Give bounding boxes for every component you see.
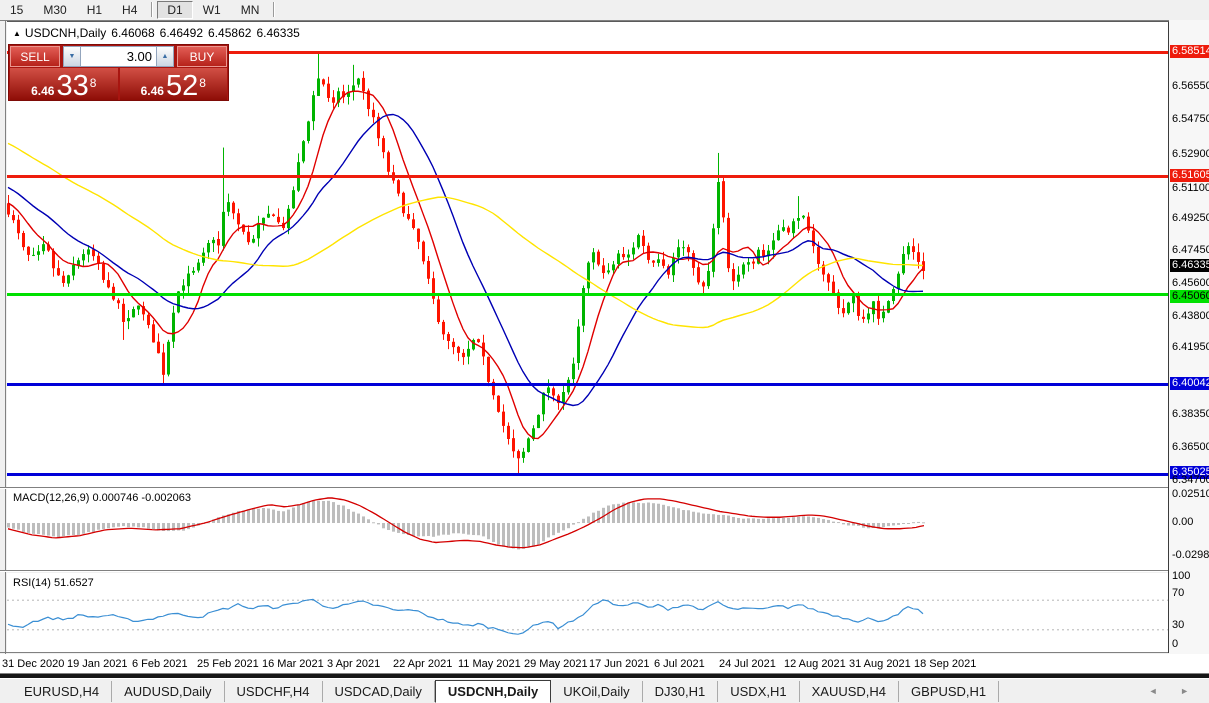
sell-price-base: 6.46 [31,84,55,98]
volume-increase-icon[interactable]: ▲ [156,46,174,67]
indicator-axis-label: -0.02988 [1172,549,1209,561]
date-axis-label: 19 Jan 2021 [67,658,128,670]
tf-button-mn[interactable]: MN [240,2,260,17]
date-axis-label: 11 May 2021 [458,658,521,670]
rsi-pane-splitter[interactable] [0,570,1209,572]
rsi-pane-bottom-border [0,652,1209,653]
macd-label: MACD(12,26,9) 0.000746 -0.002063 [13,492,191,504]
macd-canvas[interactable] [7,489,1169,570]
price-axis-label: 6.56550 [1172,80,1209,92]
date-axis-label: 25 Feb 2021 [197,658,259,670]
sell-price-point: 8 [89,76,97,90]
price-axis-label: 6.41950 [1172,341,1209,353]
tab-usdchf-h4[interactable]: USDCHF,H4 [225,680,323,702]
indicator-axis-label: 0.00 [1172,516,1194,528]
tab-xauusd-h4[interactable]: XAUUSD,H4 [800,680,900,702]
indicator-axis-label: 0.025108 [1172,488,1209,500]
macd-pane-splitter[interactable] [0,487,1209,489]
toolbar-separator [151,2,154,17]
sell-price-quote[interactable]: 6.46 33 8 [10,68,118,102]
tab-usdx-h1[interactable]: USDX,H1 [718,680,800,702]
sell-button[interactable]: SELL [10,46,60,67]
price-axis-label: 6.47450 [1172,244,1209,256]
one-click-trading-panel: SELL ▼ 3.00 ▲ BUY 6.46 33 8 6.46 52 8 [8,44,229,101]
chart-title: ▲ USDCNH,Daily 6.46068 6.46492 6.45862 6.4633… [13,26,305,40]
indicator-axis-label: 30 [1172,619,1185,631]
tab-gbpusd-h1[interactable]: GBPUSD,H1 [899,680,1000,702]
price-axis-label: 6.36500 [1172,441,1209,453]
price-axis-label: 6.54750 [1172,113,1209,125]
ohlc-high: 6.46492 [159,26,204,40]
price-axis: 6.58514 6.56550 6.54750 6.52900 6.51605 6.511… [1169,20,1209,675]
tab-dj30-h1[interactable]: DJ30,H1 [643,680,719,702]
date-axis-label: 24 Jul 2021 [719,658,776,670]
indicator-axis-label: 70 [1172,587,1185,599]
buy-price-base: 6.46 [140,84,164,98]
date-axis-label: 12 Aug 2021 [784,658,846,670]
date-axis-label: 16 Mar 2021 [262,658,324,670]
price-axis-label: 6.45060 [1170,290,1209,303]
indicator-axis-label: 0 [1172,638,1179,650]
date-axis: 31 Dec 2020 19 Jan 2021 6 Feb 2021 25 Feb 2… [0,654,1209,673]
window-border-top [0,20,1209,21]
price-pane-border [7,21,1169,22]
price-axis-label: 6.52900 [1172,148,1209,160]
tab-usdcad-daily[interactable]: USDCAD,Daily [323,680,435,702]
tf-button-h1[interactable]: H1 [86,2,103,17]
price-axis-separator [1168,22,1169,653]
chart-symbol-label: USDCNH,Daily [24,26,107,40]
tf-button-h4[interactable]: H4 [122,2,138,17]
price-axis-label: 6.43800 [1172,310,1209,322]
price-axis-label: 6.40042 [1170,377,1209,390]
tf-button-m15[interactable]: 15 [10,2,24,17]
buy-button[interactable]: BUY [177,46,227,67]
buy-price-pips: 52 [165,70,199,102]
date-axis-label: 3 Apr 2021 [327,658,381,670]
tab-usdcnh-daily[interactable]: USDCNH,Daily [434,679,552,703]
price-axis-label: 6.46335 [1170,259,1209,272]
buy-price-quote[interactable]: 6.46 52 8 [119,68,227,102]
price-axis-label: 6.35025 [1170,466,1209,479]
date-axis-label: 6 Feb 2021 [132,658,188,670]
tf-button-m30[interactable]: M30 [43,2,67,17]
date-axis-label: 31 Aug 2021 [849,658,911,670]
ohlc-close: 6.46335 [256,26,300,40]
window-border-bottom [0,673,1209,674]
tf-button-w1[interactable]: W1 [202,2,221,17]
rsi-label: RSI(14) 51.6527 [13,577,94,589]
date-axis-label: 31 Dec 2020 [2,658,65,670]
price-axis-label: 6.38350 [1172,408,1209,420]
buy-price-point: 8 [199,76,206,90]
indicator-axis-label: 100 [1172,570,1191,582]
price-axis-label: 6.51100 [1172,182,1209,194]
window-bottom-edge [0,674,1209,678]
ohlc-open: 6.46068 [111,26,155,40]
window-border-left [5,20,6,673]
collapse-panel-icon[interactable]: ▲ [13,29,21,38]
price-axis-label: 6.45600 [1172,277,1209,289]
date-axis-label: 22 Apr 2021 [393,658,453,670]
date-axis-label: 18 Sep 2021 [914,658,977,670]
tab-eurusd-h4[interactable]: EURUSD,H4 [12,680,113,702]
date-axis-label: 6 Jul 2021 [654,658,705,670]
ohlc-low: 6.45862 [208,26,252,40]
date-axis-label: 17 Jun 2021 [589,658,650,670]
price-axis-label: 6.51605 [1170,169,1209,182]
tab-audusd-daily[interactable]: AUDUSD,Daily [112,680,225,702]
sell-price-pips: 33 [56,70,89,102]
volume-decrease-icon[interactable]: ▼ [63,46,81,67]
price-axis-label: 6.34700 [1172,474,1209,486]
price-axis-label: 6.49250 [1172,212,1209,224]
price-axis-label: 6.58514 [1170,45,1209,58]
tf-button-d1[interactable]: D1 [157,0,193,19]
tab-ukoil-daily[interactable]: UKOil,Daily [551,680,643,702]
rsi-canvas[interactable] [7,573,1169,652]
tab-scroll-arrows-icon[interactable]: ◄ ► [1148,686,1199,696]
date-axis-label: 29 May 2021 [524,658,588,670]
timeframe-toolbar: 15 M30 H1 H4 D1 W1 MN [0,0,1209,19]
toolbar-separator [273,2,276,17]
symbol-tab-bar: EURUSD,H4 AUDUSD,Daily USDCHF,H4 USDCAD,… [0,678,1209,703]
volume-input[interactable]: 3.00 [81,46,156,67]
